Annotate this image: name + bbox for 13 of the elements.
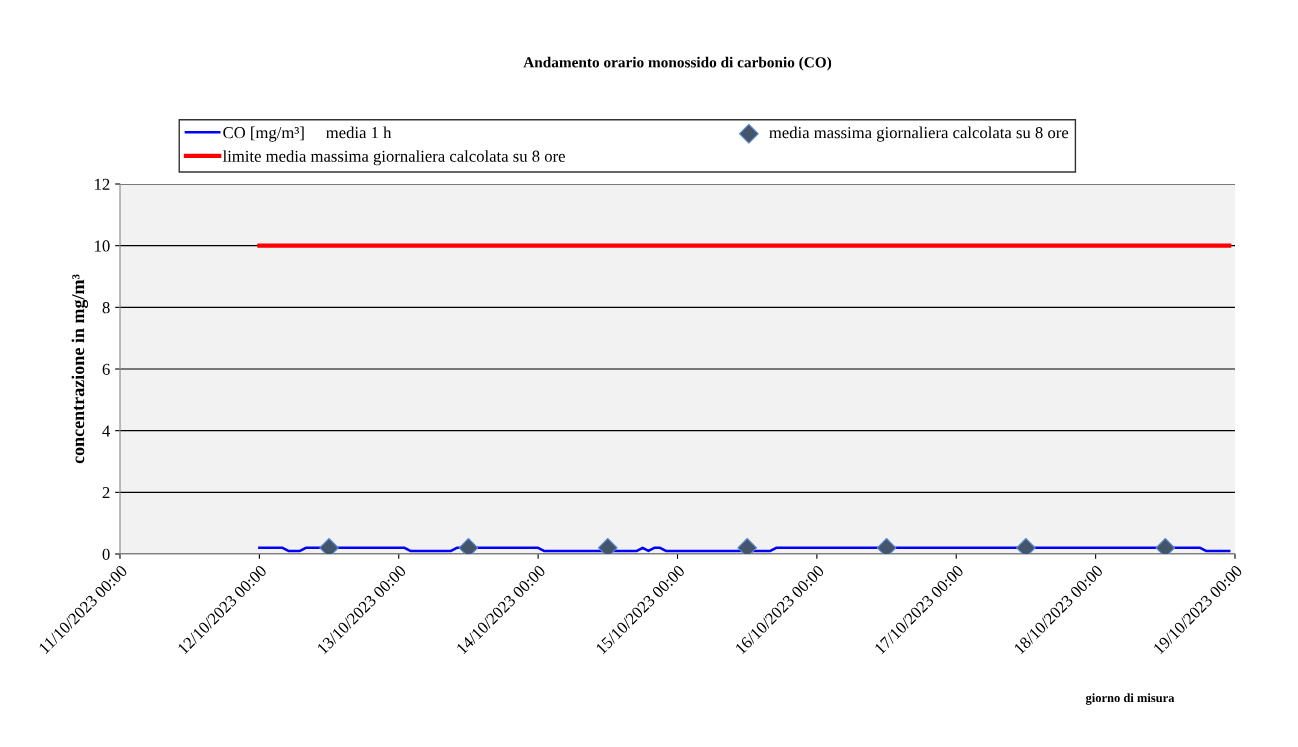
y-tick-label: 6 — [102, 363, 110, 375]
legend-label: CO [mg/m³] media 1 h — [223, 126, 392, 142]
y-tick-label: 0 — [102, 548, 110, 560]
y-tick-label: 12 — [95, 178, 110, 190]
y-tick-label: 8 — [102, 302, 110, 314]
legend-label: limite media massima giornaliera calcolata su 8 ore — [222, 150, 565, 166]
chart-title: Andamento orario monossido di carbonio (CO) — [523, 56, 832, 71]
y-tick-label: 4 — [102, 425, 111, 437]
x-axis-title: giorno di misura — [1085, 693, 1175, 705]
y-tick-label: 10 — [95, 240, 110, 252]
legend-label: media massima giornaliera calcolata su 8 ore — [769, 126, 1069, 142]
y-tick-label: 2 — [102, 487, 110, 499]
y-axis-title: concentrazione in mg/m³ — [71, 274, 89, 464]
